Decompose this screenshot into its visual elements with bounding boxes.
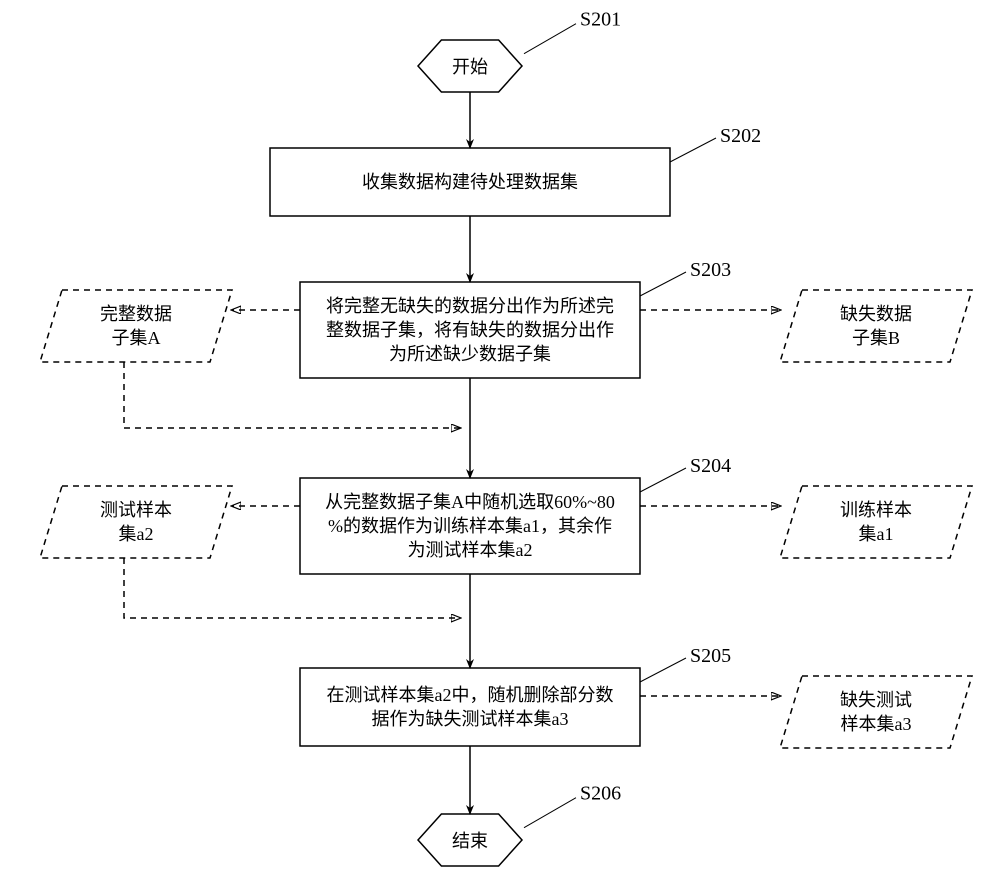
- data-arrow: [124, 558, 460, 618]
- node-text: 测试样本: [100, 500, 172, 520]
- node-text: 缺失测试: [840, 690, 912, 710]
- node-text: 集a2: [119, 524, 154, 544]
- data-node-da3: [780, 676, 972, 748]
- step-label: S202: [720, 125, 761, 147]
- step-label: S201: [580, 9, 621, 31]
- data-arrow: [124, 362, 460, 428]
- node-text: 集a1: [859, 524, 894, 544]
- terminator-text: 结束: [452, 831, 488, 851]
- node-text: 整数据子集，将有缺失的数据分出作: [326, 320, 614, 340]
- data-node-da1: [780, 486, 972, 558]
- node-text: 缺失数据: [840, 304, 912, 324]
- node-text: 在测试样本集a2中，随机删除部分数: [327, 685, 614, 705]
- node-text: 样本集a3: [841, 714, 912, 734]
- node-text: 训练样本: [840, 500, 912, 520]
- node-text: 子集A: [112, 328, 161, 348]
- step-label: S205: [690, 645, 731, 667]
- step-label: S206: [580, 783, 621, 805]
- data-node-dB: [780, 290, 972, 362]
- node-text: 将完整无缺失的数据分出作为所述完: [326, 296, 614, 316]
- step-label: S203: [690, 259, 731, 281]
- node-text: 收集数据构建待处理数据集: [362, 172, 578, 192]
- step-label: S204: [690, 455, 731, 477]
- data-node-dA: [40, 290, 232, 362]
- node-text: 为所述缺少数据子集: [389, 344, 551, 364]
- data-node-da2: [40, 486, 232, 558]
- terminator-text: 开始: [452, 57, 488, 77]
- node-text: 从完整数据子集A中随机选取60%~80: [325, 492, 615, 512]
- node-text: 子集B: [852, 328, 900, 348]
- node-text: 完整数据: [100, 304, 172, 324]
- node-text: 据作为缺失测试样本集a3: [372, 709, 569, 729]
- process-s205: [300, 668, 640, 746]
- node-text: 为测试样本集a2: [408, 540, 533, 560]
- node-text: %的数据作为训练样本集a1，其余作: [328, 516, 612, 536]
